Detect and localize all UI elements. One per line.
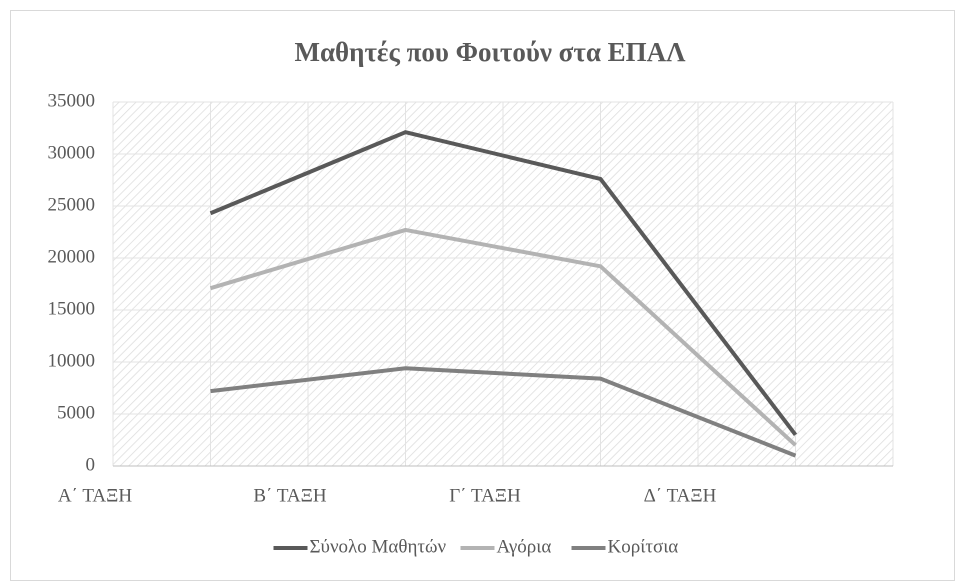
series-line [210,366,797,458]
series-line [209,227,797,447]
y-tick-label: 20000 [48,246,96,267]
y-tick-label: 10000 [48,350,96,371]
chart-title: Μαθητές που Φοιτούν στα ΕΠΑΛ [295,37,687,67]
x-tick-label: Γ΄ ΤΑΞΗ [449,485,521,506]
y-tick-label: 25000 [48,194,96,215]
x-tick-label: Β΄ ΤΑΞΗ [253,485,326,506]
legend-label: Κορίτσια [608,536,679,557]
y-tick-label: 0 [86,454,96,475]
y-tick-label: 30000 [48,142,96,163]
y-tick-label: 35000 [48,90,96,111]
x-tick-label: Δ΄ ΤΑΞΗ [644,485,717,506]
x-tick-label: Α΄ ΤΑΞΗ [58,485,132,506]
y-tick-label: 15000 [48,298,96,319]
legend-label: Αγόρια [497,536,552,557]
y-tick-label: 5000 [57,402,95,423]
series-line [209,130,798,437]
legend-label: Σύνολο Μαθητών [310,536,447,557]
